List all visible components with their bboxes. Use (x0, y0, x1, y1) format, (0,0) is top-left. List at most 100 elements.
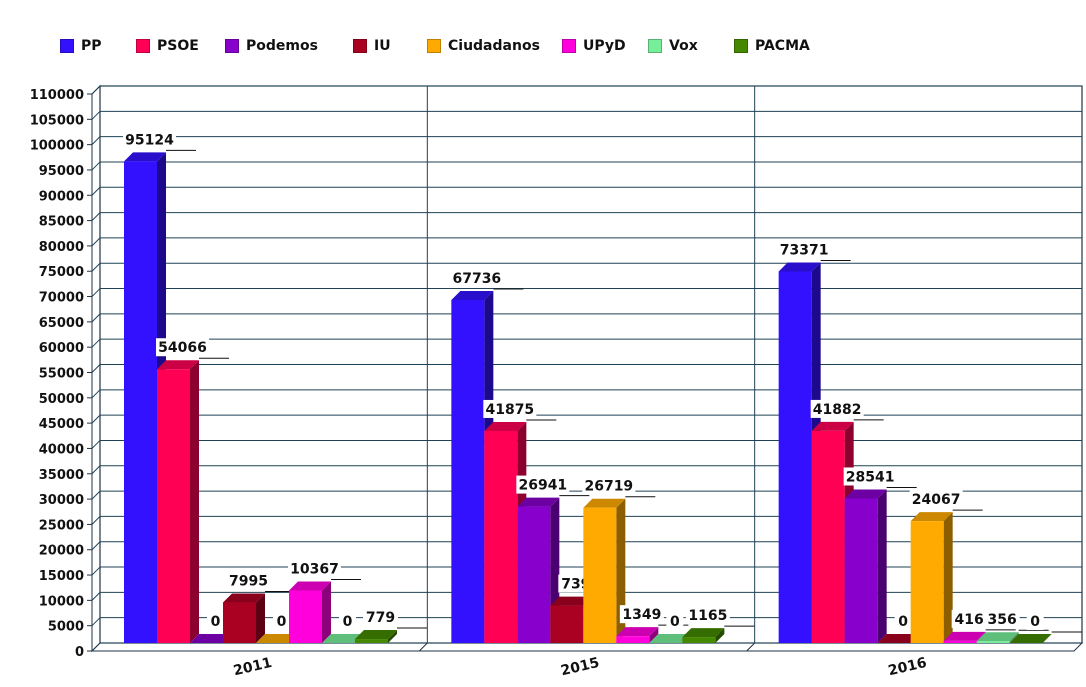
data-label: 416 (955, 612, 984, 628)
y-gridline-depth (91, 237, 101, 247)
bar-top (811, 421, 854, 431)
y-tick-label: 70000 (39, 291, 84, 306)
bar-side (322, 581, 331, 643)
y-tick-label: 45000 (39, 417, 84, 432)
y-tick-label: 20000 (39, 544, 84, 559)
data-label: 73371 (780, 242, 829, 258)
bar-top (322, 634, 364, 643)
data-label: 41882 (813, 402, 862, 418)
legend-label: Vox (669, 38, 698, 54)
category-separator-floor (746, 642, 756, 652)
legend-item: PP (60, 38, 102, 54)
data-label: 26941 (518, 478, 567, 494)
data-label: 26719 (584, 479, 633, 495)
bar (976, 641, 1010, 643)
y-tick-label: 95000 (39, 164, 84, 179)
bar (943, 640, 977, 643)
y-tick-label: 5000 (48, 620, 84, 635)
bar-top (517, 497, 560, 507)
legend-swatch (734, 39, 748, 53)
bar-top (451, 291, 494, 301)
bar (682, 637, 716, 643)
legend-item: Ciudadanos (427, 38, 540, 54)
data-label-background (156, 338, 209, 357)
bar (550, 605, 584, 643)
y-tick-label: 60000 (39, 341, 84, 356)
category-separator-floor (418, 642, 428, 652)
y-tick-label: 85000 (39, 215, 84, 230)
data-label-background (1026, 612, 1044, 630)
data-label-background (984, 610, 1020, 629)
y-tick-label: 10000 (39, 594, 84, 609)
bar (910, 521, 944, 643)
bar-top (289, 581, 331, 591)
bar (616, 636, 650, 643)
data-label: 0 (1030, 614, 1040, 630)
data-label-background (685, 606, 730, 625)
data-label-background (288, 559, 341, 578)
bar-top (943, 631, 986, 641)
data-label-background (450, 269, 504, 288)
data-label-background (666, 612, 684, 630)
y-tick-label: 110000 (30, 88, 84, 103)
data-label-background (582, 476, 636, 495)
data-label-background (810, 399, 864, 418)
y-tick-label: 30000 (39, 493, 84, 508)
bar-top (355, 630, 397, 640)
y-gridline-depth (91, 592, 101, 601)
bar-top (583, 498, 626, 508)
bar-top (682, 628, 725, 638)
bar-top (910, 512, 953, 522)
data-label-background (363, 608, 398, 627)
y-tick-label: 25000 (39, 518, 84, 533)
data-label-background (516, 475, 570, 494)
legend-swatch (353, 39, 367, 53)
y-gridline-depth (91, 338, 101, 348)
y-gridline-depth (91, 490, 101, 500)
bar-top (550, 596, 593, 606)
data-label: 1165 (688, 608, 727, 624)
data-label-background (843, 467, 897, 486)
y-tick-label: 0 (75, 645, 84, 660)
bar-top (976, 632, 1019, 642)
bar-side (649, 627, 659, 643)
y-gridline-depth (91, 389, 101, 399)
x-category-label: 2011 (232, 655, 274, 679)
bar (811, 430, 845, 643)
y-tick-label: 55000 (39, 367, 84, 382)
y-gridline-depth (91, 414, 101, 424)
y-tick-label: 50000 (39, 392, 84, 407)
y-gridline-depth (91, 465, 101, 475)
bar-top (844, 489, 887, 499)
data-label-background (339, 612, 356, 630)
data-label: 28541 (846, 469, 895, 485)
data-label-background (894, 612, 912, 630)
data-label-background (273, 612, 290, 630)
data-label: 10367 (290, 562, 339, 578)
data-label: 24067 (912, 492, 961, 508)
legend-item: IU (353, 38, 391, 54)
bar (355, 639, 388, 643)
data-label: 739 (561, 577, 590, 593)
bar-top (484, 421, 527, 431)
bar (451, 300, 485, 643)
y-gridline-depth (91, 262, 101, 272)
bar-side (943, 512, 953, 643)
legend-swatch (60, 39, 74, 53)
data-label: 95124 (125, 132, 174, 148)
y-gridline-depth (91, 186, 101, 196)
bar-top (190, 634, 232, 643)
bar (484, 430, 518, 643)
bar (778, 271, 812, 643)
legend-item: PSOE (136, 38, 199, 54)
y-tick-label: 75000 (39, 265, 84, 280)
legend-swatch (136, 39, 150, 53)
data-label-background (123, 130, 176, 149)
legend-label: IU (374, 38, 391, 54)
y-gridline-depth (91, 541, 101, 551)
bar-top (157, 360, 199, 370)
data-label: 41875 (485, 402, 534, 418)
y-gridline-depth (91, 642, 101, 652)
data-label: 0 (670, 614, 680, 630)
